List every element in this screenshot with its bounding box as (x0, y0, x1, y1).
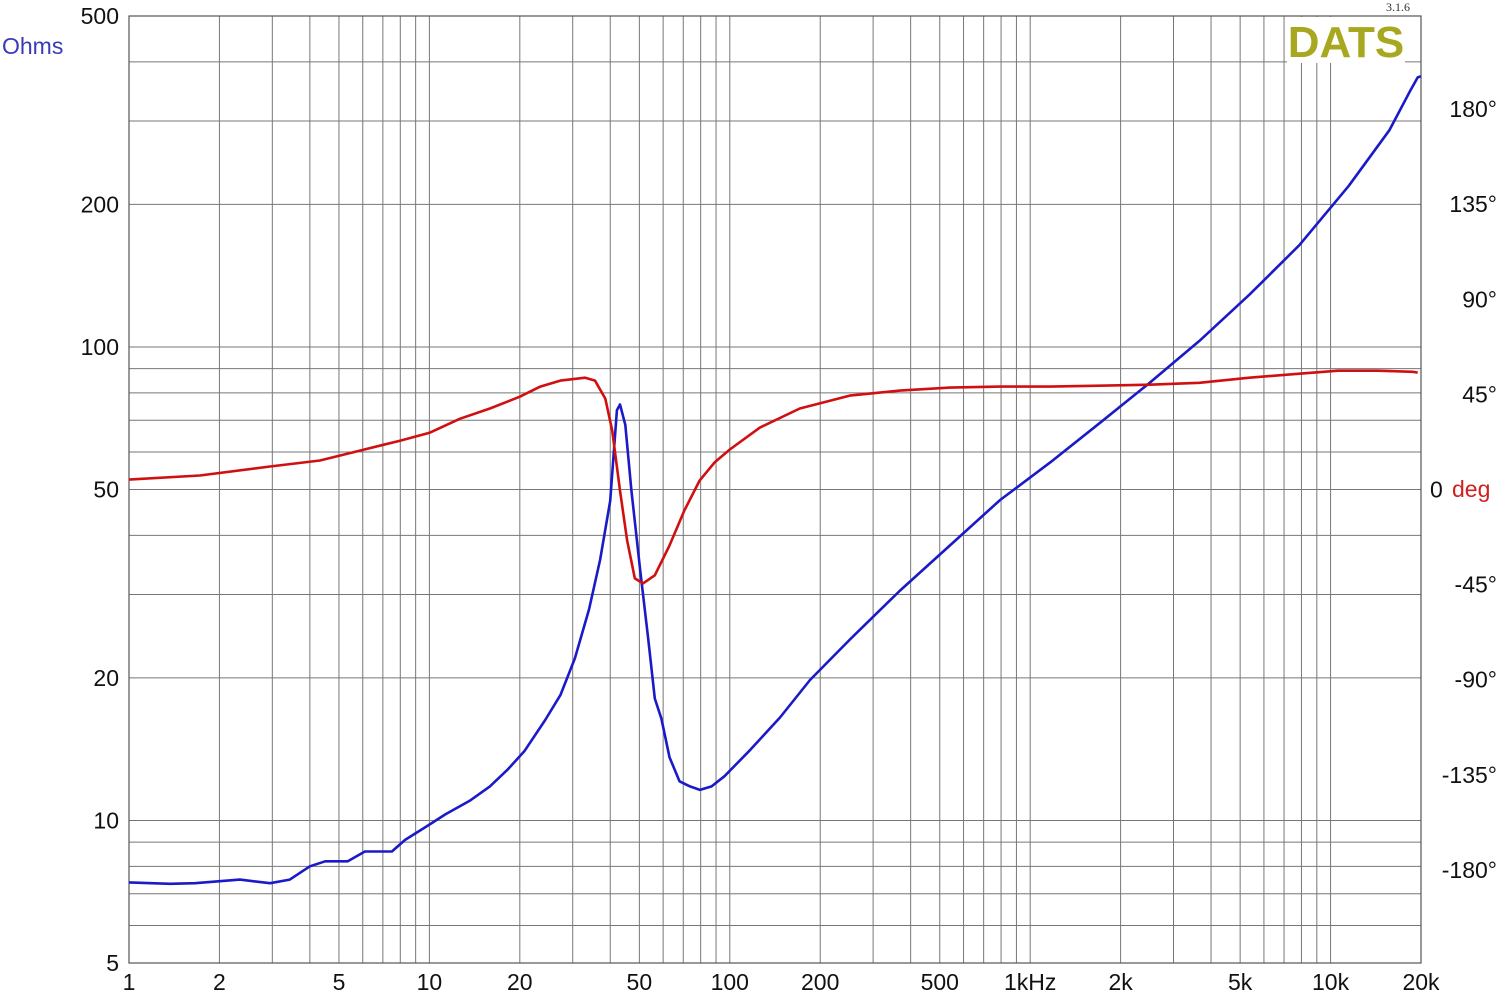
y-left-tick-label: 100 (81, 334, 119, 360)
y-right-tick-label: 135° (1449, 191, 1497, 217)
version-label: 3.1.6 (1386, 0, 1410, 14)
y-right-tick-label: 45° (1462, 381, 1497, 407)
y-left-tick-label: 500 (81, 3, 119, 29)
y-right-tick-label: -135° (1442, 762, 1497, 788)
x-tick-label: 100 (711, 969, 749, 992)
y-right-tick-label: 90° (1462, 286, 1497, 312)
y-left-tick-label: 20 (93, 665, 119, 691)
phase-curve (128, 369, 1418, 585)
y-left-tick-label: 10 (93, 807, 119, 833)
x-tick-label: 200 (801, 969, 839, 992)
y-right-tick-label: -90° (1455, 667, 1497, 693)
logo: DATS (1287, 17, 1405, 67)
y-left-tick-label: 200 (81, 191, 119, 217)
x-tick-label: 50 (627, 969, 653, 992)
grid (129, 16, 1421, 963)
x-tick-label: 1 (123, 969, 136, 992)
x-tick-label: 5 (333, 969, 346, 992)
y-right-axis-label: deg (1452, 476, 1490, 502)
x-tick-label: 20 (507, 969, 533, 992)
y-right-tick-label: -180° (1442, 857, 1497, 883)
y-right-tick-label: 0 (1430, 477, 1443, 503)
x-tick-label: 10k (1312, 969, 1350, 992)
x-tick-label: 500 (921, 969, 959, 992)
x-tick-label: 5k (1228, 969, 1253, 992)
x-tick-label: 10 (417, 969, 443, 992)
impedance-curve (128, 75, 1422, 886)
y-right-tick-label: -45° (1455, 572, 1497, 598)
y-right-tick-label: 180° (1449, 96, 1497, 122)
series-group (128, 75, 1422, 886)
tick-labels: 1 2 5 10 20 50 100 200 500 1kHz 2k 5k 10k 20k50020010… (81, 3, 1497, 995)
plot-frame (128, 15, 1422, 964)
x-tick-label: 20k (1402, 969, 1440, 992)
logo-text: DATS (1288, 18, 1405, 67)
y-left-tick-label: 5 (106, 950, 119, 976)
x-tick-label: 1kHz (1004, 969, 1056, 992)
y-left-axis-label: Ohms (2, 33, 63, 59)
x-tick-label: 2 (213, 969, 226, 992)
x-tick-label: 2k (1108, 969, 1133, 992)
y-left-tick-label: 50 (93, 477, 119, 503)
